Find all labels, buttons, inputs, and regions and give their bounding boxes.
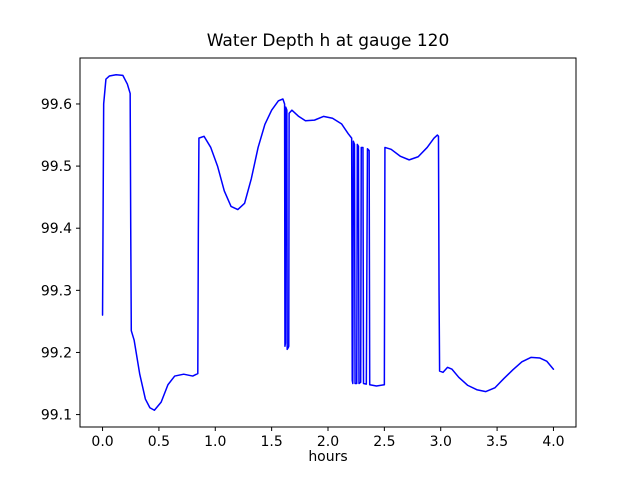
- y-tick-label: 99.5: [41, 159, 72, 175]
- x-tick-label: 0.5: [148, 434, 170, 450]
- x-tick-label: 1.5: [261, 434, 283, 450]
- y-tick-label: 99.1: [41, 408, 72, 424]
- x-tick-label: 2.0: [317, 434, 339, 450]
- y-tick-label: 99.3: [41, 283, 72, 299]
- x-tick-label: 0.0: [91, 434, 113, 450]
- x-axis-label: hours: [308, 449, 347, 465]
- x-tick-label: 2.5: [373, 434, 395, 450]
- x-tick-label: 3.0: [430, 434, 452, 450]
- y-tick-label: 99.2: [41, 345, 72, 361]
- x-tick-label: 4.0: [542, 434, 564, 450]
- x-tick-label: 1.0: [204, 434, 226, 450]
- chart-generated: 0.0 0.5 1.0 1.5 2.0 2.5 3.0 3.5 4.0 99.1 99.2 99.3 9…: [41, 57, 577, 450]
- data-line: [101, 74, 555, 411]
- x-tick-label: 3.5: [486, 434, 508, 450]
- chart-title: Water Depth h at gauge 120: [207, 31, 450, 51]
- y-tick-label: 99.4: [41, 221, 72, 237]
- axes-frame: [79, 57, 577, 428]
- y-tick-label: 99.6: [41, 97, 72, 113]
